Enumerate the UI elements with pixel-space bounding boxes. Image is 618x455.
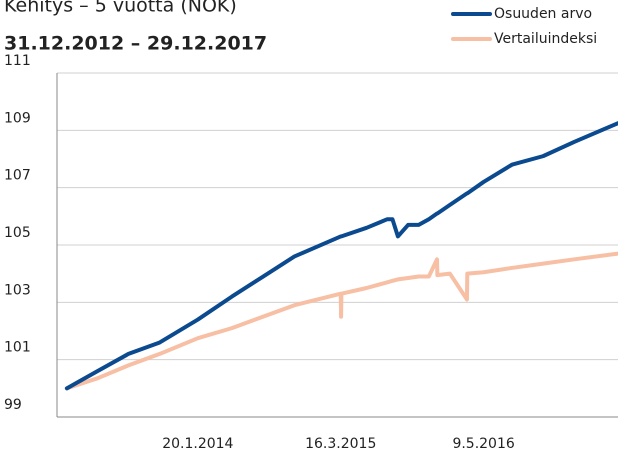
y-tick-label: 101 — [4, 340, 31, 356]
x-tick-label: 9.5.2016 — [452, 436, 514, 452]
y-tick-label: 111 — [4, 53, 31, 69]
series-line — [64, 251, 618, 391]
x-tick-label: 16.3.2015 — [305, 436, 376, 452]
y-tick-label: 105 — [4, 225, 31, 241]
chart-subtitle: 31.12.2012 – 29.12.2017 — [4, 33, 267, 55]
series-line — [64, 121, 618, 391]
y-tick-label: 103 — [4, 282, 31, 298]
chart-title: Kehitys – 5 vuotta (NOK) — [4, 0, 237, 17]
legend-label: Vertailuindeksi — [494, 31, 597, 47]
y-tick-label: 107 — [4, 168, 31, 184]
x-tick-label: 20.1.2014 — [162, 436, 233, 452]
y-tick-label: 99 — [4, 397, 22, 413]
legend-label: Osuuden arvo — [494, 6, 592, 22]
y-tick-label: 109 — [4, 110, 31, 126]
